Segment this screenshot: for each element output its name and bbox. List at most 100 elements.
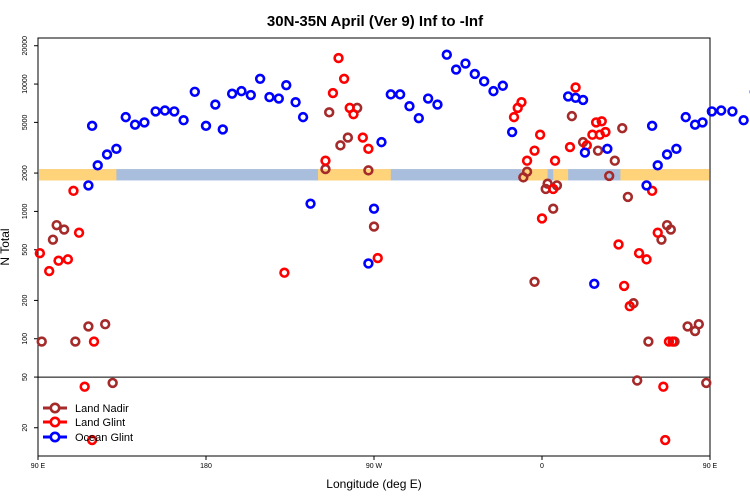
point-land-nadir [36, 336, 47, 347]
point-land-nadir [70, 336, 81, 347]
point-ocean-glint [297, 111, 309, 123]
point-land-glint [564, 141, 576, 153]
point-land-glint [516, 97, 527, 108]
point-land-glint [613, 239, 624, 250]
point-ocean-glint [210, 99, 221, 110]
point-ocean-glint [139, 117, 150, 128]
point-land-nadir [363, 165, 374, 176]
point-ocean-glint [450, 64, 462, 75]
legend: Land Nadir Land Glint Ocean Glint [43, 402, 133, 444]
point-ocean-glint [236, 85, 247, 97]
y-tick-label: 50 [22, 373, 29, 381]
point-land-glint [357, 132, 368, 143]
point-land-nadir [107, 377, 118, 389]
point-land-nadir [622, 191, 634, 203]
point-ocean-glint [245, 89, 257, 101]
point-land-glint [86, 434, 98, 446]
point-land-glint [327, 87, 339, 99]
point-ocean-glint [488, 85, 499, 97]
point-ocean-glint [363, 258, 374, 269]
legend-item-land-glint: Land Glint [43, 416, 125, 429]
point-land-glint [79, 381, 90, 392]
point-ocean-glint [92, 160, 103, 171]
point-land-glint [333, 52, 344, 64]
point-ocean-glint [178, 115, 189, 126]
point-land-glint [659, 434, 671, 446]
y-tick-label: 20 [22, 424, 29, 432]
point-land-nadir [51, 219, 62, 231]
point-ocean-glint [441, 49, 452, 60]
point-land-glint [547, 183, 559, 195]
point-land-glint [73, 227, 85, 238]
legend-label: Ocean Glint [75, 432, 133, 444]
point-ocean-glint [602, 143, 613, 155]
point-ocean-glint [697, 117, 708, 128]
x-tick-label: 90 E [31, 463, 46, 470]
point-ocean-glint [646, 120, 658, 132]
y-tick-label: 500 [22, 244, 29, 256]
legend-swatch-marker [49, 402, 61, 414]
legend-label: Land Nadir [75, 403, 129, 415]
point-land-nadir [603, 170, 615, 182]
land-band-segment [620, 169, 709, 181]
point-ocean-glint [469, 68, 480, 80]
chart-title: 30N-35N April (Ver 9) Inf to -Inf [267, 13, 484, 30]
point-ocean-glint [478, 76, 490, 87]
point-land-nadir [47, 234, 59, 245]
point-land-glint [348, 108, 359, 120]
land-band-segment [318, 169, 391, 181]
point-land-glint [600, 126, 611, 138]
point-ocean-glint [579, 147, 591, 158]
point-ocean-glint [652, 160, 663, 171]
y-tick-label: 2000 [22, 165, 29, 181]
point-land-nadir [58, 224, 70, 235]
point-land-nadir [83, 321, 94, 332]
point-land-glint [529, 145, 540, 156]
point-land-nadir [99, 319, 111, 330]
x-tick-label: 180 [200, 463, 212, 470]
point-ocean-glint [368, 203, 380, 214]
point-ocean-glint [86, 120, 98, 132]
legend-item-ocean-glint: Ocean Glint [43, 431, 133, 444]
point-land-glint [549, 155, 561, 166]
point-ocean-glint [129, 119, 141, 130]
x-tick-label: 0 [540, 463, 544, 470]
point-ocean-glint [376, 136, 387, 148]
point-land-glint [596, 116, 607, 127]
point-land-nadir [342, 132, 354, 143]
point-land-nadir [693, 319, 704, 330]
point-land-glint [536, 213, 548, 224]
point-land-nadir [665, 224, 676, 235]
point-ocean-glint [385, 89, 396, 100]
point-land-glint [43, 265, 55, 277]
y-tick-label: 5000 [22, 115, 29, 131]
point-land-nadir [335, 140, 346, 151]
point-land-glint [62, 254, 74, 265]
point-ocean-glint [706, 106, 718, 117]
point-ocean-glint [413, 112, 424, 124]
x-axis: 90 E 180 90 W 0 90 E [31, 456, 718, 470]
point-ocean-glint [290, 97, 301, 108]
point-land-glint [663, 336, 675, 347]
point-land-glint [658, 381, 669, 392]
point-ocean-glint [506, 126, 518, 138]
point-land-nadir [617, 123, 628, 134]
y-axis-label: N Total [0, 228, 12, 265]
point-ocean-glint [661, 149, 673, 160]
point-land-nadir [701, 377, 712, 389]
point-land-glint [338, 73, 350, 84]
point-land-nadir [609, 155, 620, 166]
y-tick-label: 100 [22, 333, 29, 345]
point-ocean-glint [273, 93, 284, 104]
point-land-nadir [324, 107, 335, 118]
point-ocean-glint [217, 124, 229, 135]
point-land-nadir [566, 110, 578, 122]
surface-band [39, 169, 709, 181]
point-ocean-glint [101, 149, 113, 160]
point-land-glint [590, 117, 602, 128]
point-land-nadir [521, 166, 533, 177]
point-land-nadir [368, 221, 380, 232]
legend-swatch-marker [49, 431, 61, 443]
point-ocean-glint [422, 93, 434, 104]
